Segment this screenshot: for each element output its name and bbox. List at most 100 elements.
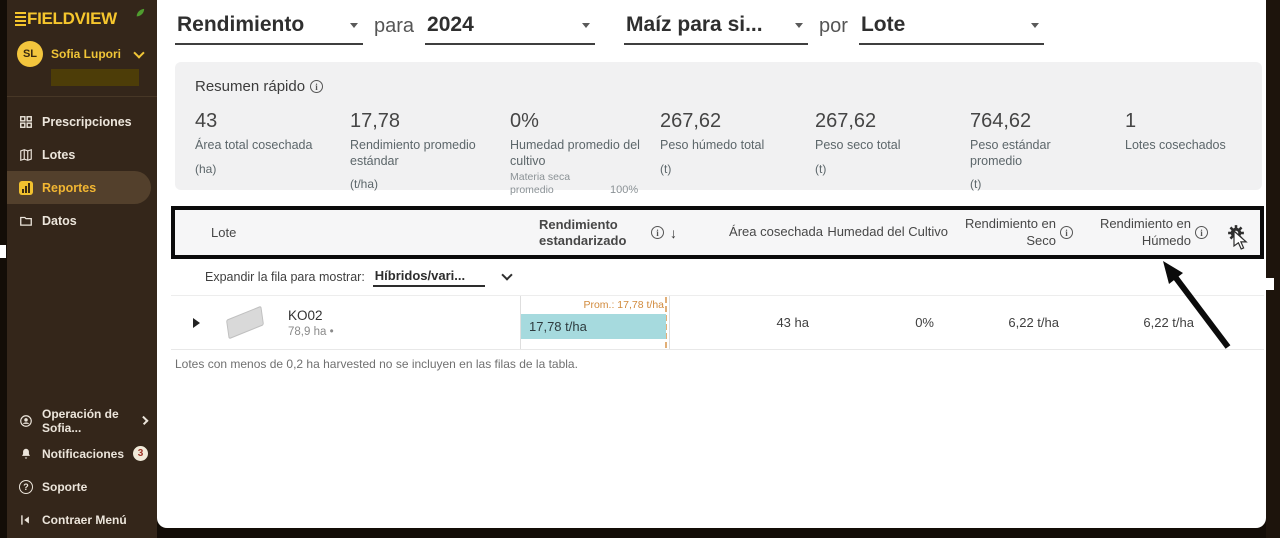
table-row: KO02 78,9 ha • Prom.: 17,78 t/ha 17,78 t…: [171, 296, 1264, 350]
expand-filter-row: Expandir la fila para mostrar: Híbridos/…: [171, 259, 1264, 296]
stat-value: 17,78: [350, 110, 401, 132]
stat-label: Área total cosechada: [195, 138, 313, 152]
user-menu[interactable]: SL Sofia Lupori: [7, 33, 157, 67]
row-gear-spacer: [1212, 296, 1258, 349]
map-icon: [20, 148, 32, 161]
stat-label: Rendimiento promedio estándar: [350, 138, 476, 168]
caret-down-icon: [582, 22, 591, 28]
year-value: 2024: [427, 13, 474, 36]
dry-yield-cell: 6,22 t/ha: [1008, 315, 1059, 330]
stat-peso-estandar: 764,62 Peso estándar promedio (t): [970, 110, 1125, 191]
folder-icon: [20, 216, 32, 226]
column-header-rendimiento-seco[interactable]: Rendimiento en Seco: [952, 216, 1077, 249]
sidebar-item-notificaciones[interactable]: Notificaciones 3: [7, 437, 157, 470]
info-icon[interactable]: [1195, 226, 1208, 239]
stat-value: 764,62: [970, 110, 1032, 132]
stat-rendimiento-promedio: 17,78 Rendimiento promedio estándar (t/h…: [350, 110, 505, 191]
column-settings-button[interactable]: [1212, 224, 1260, 242]
sidebar-item-label: Datos: [42, 213, 77, 228]
info-icon[interactable]: [310, 80, 324, 93]
bell-icon: [22, 448, 30, 459]
stat-peso-seco: 267,62 Peso seco total (t): [815, 110, 970, 176]
sidebar-item-label: Prescripciones: [42, 114, 132, 129]
stat-label: Peso estándar promedio: [970, 138, 1051, 168]
leaf-icon: [136, 8, 145, 17]
column-header-rendimiento-estandarizado[interactable]: Rendimiento estandarizado ↓: [509, 217, 677, 248]
sidebar-menu: Prescripciones Lotes Reportes Datos: [7, 96, 157, 237]
stat-label: Peso seco total: [815, 138, 901, 152]
expand-label: Expandir la fila para mostrar:: [205, 270, 365, 284]
expand-dropdown[interactable]: Híbridos/vari...: [372, 268, 513, 287]
quick-summary-panel: Resumen rápido 43 Área total cosechada (…: [175, 62, 1262, 196]
report-filter-bar: Rendimiento para 2024 Maíz para si... po…: [175, 13, 1044, 45]
yield-bar-cell: Prom.: 17,78 t/ha 17,78 t/ha: [520, 296, 670, 349]
lote-area: 78,9 ha •: [288, 325, 334, 338]
groupby-value: Lote: [860, 13, 906, 36]
sidebar-item-label: Soporte: [42, 479, 88, 494]
lote-cell: KO02 78,9 ha •: [171, 296, 509, 349]
chevron-down-icon: [501, 269, 513, 281]
stat-unit: (t): [815, 161, 827, 176]
stat-label: Humedad promedio del cultivo: [510, 138, 640, 168]
user-email-redacted: [51, 69, 139, 86]
logo-speedlines-icon: [15, 12, 26, 26]
sidebar-item-label: Notificaciones: [42, 446, 125, 461]
gear-icon: [1228, 224, 1244, 241]
chevron-right-icon: [139, 415, 149, 426]
stat-value: 0%: [510, 110, 539, 132]
caret-down-icon: [350, 22, 358, 28]
connector-por: por: [819, 15, 848, 37]
edge-artifact: [1266, 278, 1274, 290]
sidebar-item-lotes[interactable]: Lotes: [7, 138, 157, 171]
stat-value: 1: [1125, 110, 1137, 132]
stat-peso-humedo: 267,62 Peso húmedo total (t): [660, 110, 815, 176]
main-content: Rendimiento para 2024 Maíz para si... po…: [157, 0, 1266, 528]
column-label: Rendimiento en Húmedo: [1099, 216, 1191, 248]
crop-value: Maíz para si...: [626, 13, 763, 36]
sort-desc-icon[interactable]: ↓: [670, 224, 677, 241]
table-header-annotated: Lote Rendimiento estandarizado ↓ Área co…: [171, 206, 1264, 259]
yield-bar-value: 17,78 t/ha: [529, 319, 587, 334]
average-marker-line: [665, 297, 667, 348]
stat-label: Lotes cosechados: [1125, 138, 1226, 152]
stat-value: 267,62: [815, 110, 877, 132]
sidebar-item-label: Operación de Sofia...: [42, 406, 119, 435]
summary-title: Resumen rápido: [195, 78, 324, 95]
column-header-lote[interactable]: Lote: [211, 225, 237, 240]
column-label: Humedad del Cultivo: [827, 224, 948, 240]
yield-bar[interactable]: 17,78 t/ha: [521, 314, 666, 339]
caret-down-icon: [795, 22, 804, 28]
sidebar-item-operacion[interactable]: Operación de Sofia...: [7, 404, 157, 437]
column-header-rendimiento-humedo[interactable]: Rendimiento en Húmedo: [1077, 216, 1212, 249]
groupby-dropdown[interactable]: Lote: [858, 13, 1044, 45]
sidebar-item-reportes[interactable]: Reportes: [7, 171, 151, 204]
stat-unit: (t): [660, 161, 672, 176]
crop-dropdown[interactable]: Maíz para si...: [624, 13, 809, 45]
chevron-down-icon: [133, 46, 145, 59]
sidebar-footer: Operación de Sofia... Notificaciones 3 S…: [7, 404, 157, 536]
year-dropdown[interactable]: 2024: [425, 13, 596, 45]
info-icon[interactable]: [651, 226, 664, 239]
sidebar-item-contraer-menu[interactable]: Contraer Menú: [7, 503, 157, 536]
metric-dropdown[interactable]: Rendimiento: [175, 13, 363, 45]
table-footnote: Lotes con menos de 0,2 ha harvested no s…: [175, 357, 578, 371]
connector-para: para: [374, 15, 415, 37]
field-thumbnail[interactable]: [226, 305, 264, 340]
sidebar-item-label: Contraer Menú: [42, 512, 127, 527]
column-header-humedad[interactable]: Humedad del Cultivo: [827, 224, 952, 240]
column-label: Rendimiento en Seco: [964, 216, 1056, 248]
fieldview-logo[interactable]: FIELDVIEW: [7, 0, 157, 33]
lote-name[interactable]: KO02: [288, 307, 323, 323]
logo-text: FIELDVIEW: [27, 9, 117, 28]
edge-artifact: [0, 245, 6, 258]
sidebar: FIELDVIEW SL Sofia Lupori Prescripciones: [7, 0, 157, 538]
collapse-icon: [21, 514, 29, 525]
column-header-area-cosechada[interactable]: Área cosechada: [677, 224, 827, 240]
sidebar-item-prescripciones[interactable]: Prescripciones: [7, 105, 157, 138]
average-label: Prom.: 17,78 t/ha: [583, 299, 664, 311]
sidebar-item-soporte[interactable]: Soporte: [7, 470, 157, 503]
sidebar-item-datos[interactable]: Datos: [7, 204, 157, 237]
stat-subvalue: 100%: [610, 184, 639, 197]
row-expand-icon[interactable]: [193, 317, 200, 328]
info-icon[interactable]: [1060, 226, 1073, 239]
